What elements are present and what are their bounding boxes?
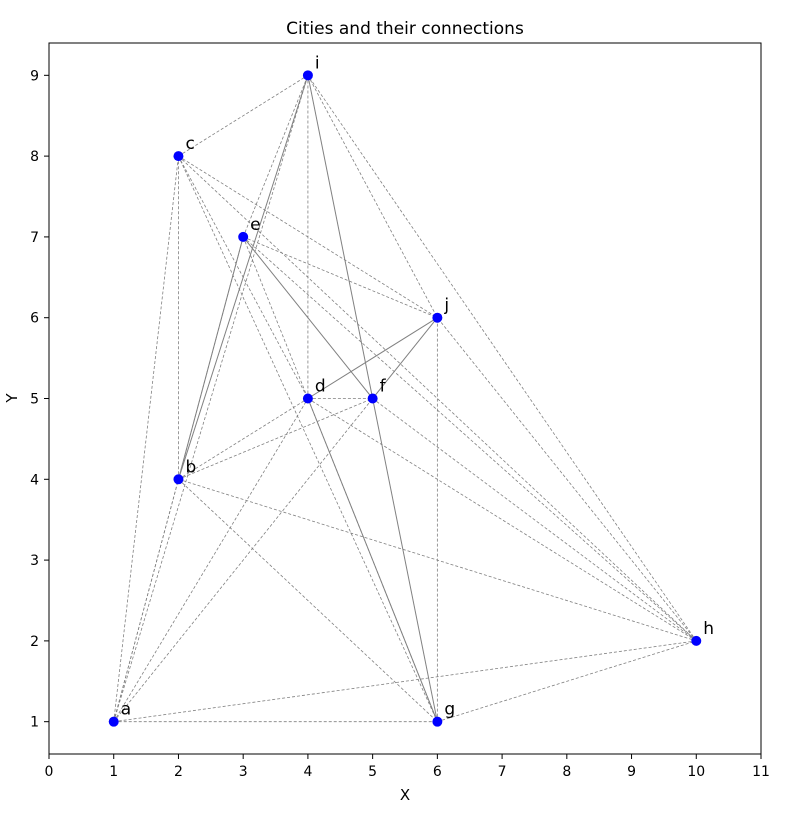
chart-title: Cities and their connections — [286, 19, 524, 39]
y-axis-ticks: 1 2 3 4 5 6 7 8 9 — [30, 68, 49, 731]
y-tick-label: 9 — [30, 68, 39, 84]
edge-b-d — [178, 398, 309, 480]
edge-a-i — [113, 75, 309, 722]
city-label-j: j — [443, 296, 449, 316]
x-tick-label: 5 — [368, 764, 377, 780]
edge-f-h — [372, 398, 697, 642]
city-point-b — [173, 474, 184, 485]
x-axis-label: X — [400, 786, 410, 804]
x-axis-ticks: 0 1 2 3 4 5 6 7 8 9 10 11 — [45, 754, 770, 780]
edge-c-i — [178, 74, 309, 157]
y-axis-label: Y — [3, 393, 21, 404]
edge-a-h — [113, 640, 697, 723]
edge-c-h — [178, 155, 697, 642]
edge-h-j — [437, 317, 697, 642]
x-tick-label: 7 — [498, 764, 507, 780]
city-point-g — [432, 716, 443, 727]
x-tick-label: 9 — [627, 764, 636, 780]
x-tick-label: 2 — [174, 764, 183, 780]
plot-frame — [48, 42, 762, 755]
x-tick-label: 4 — [303, 764, 312, 780]
x-tick-label: 11 — [752, 764, 770, 780]
city-point-e — [238, 231, 249, 242]
edge-b-i — [177, 75, 309, 480]
edge-d-h — [307, 398, 697, 642]
y-tick-label: 2 — [30, 634, 39, 650]
y-tick-label: 7 — [30, 230, 39, 246]
city-point-c — [173, 151, 184, 162]
edge-e-i — [242, 75, 309, 238]
y-tick-label: 4 — [30, 472, 39, 488]
city-label-e: e — [250, 215, 260, 235]
city-point-d — [302, 393, 313, 404]
city-label-c: c — [185, 134, 194, 154]
city-point-f — [367, 393, 378, 404]
edge-f-g — [372, 398, 438, 722]
edge-e-h — [242, 236, 697, 642]
edge-b-g — [178, 479, 438, 722]
edge-a-f — [113, 398, 373, 722]
y-tick-label: 8 — [30, 149, 39, 165]
city-point-i — [302, 70, 313, 81]
city-label-i: i — [315, 53, 320, 73]
city-point-h — [691, 635, 702, 646]
x-tick-label: 3 — [239, 764, 248, 780]
city-label-f: f — [380, 377, 387, 397]
y-tick-label: 6 — [30, 311, 39, 327]
city-label-b: b — [185, 457, 196, 477]
city-point-j — [432, 312, 443, 323]
city-label-g: g — [444, 700, 455, 720]
y-tick-label: 3 — [30, 553, 39, 569]
city-labels-layer: a b c d e f g h i j — [121, 53, 714, 719]
city-point-a — [108, 716, 119, 727]
x-tick-label: 6 — [433, 764, 442, 780]
edge-d-j — [307, 317, 438, 399]
edge-b-e — [177, 236, 244, 480]
edge-e-j — [243, 236, 438, 319]
y-tick-label: 1 — [30, 715, 39, 731]
edge-f-j — [372, 317, 438, 399]
edge-b-f — [178, 398, 373, 480]
edge-c-g — [178, 155, 438, 722]
x-tick-label: 8 — [562, 764, 571, 780]
edge-h-i — [307, 75, 697, 642]
points-layer — [108, 70, 702, 727]
city-label-d: d — [315, 377, 326, 397]
y-tick-label: 5 — [30, 392, 39, 408]
city-label-a: a — [121, 700, 131, 720]
x-tick-label: 1 — [109, 764, 118, 780]
edge-a-d — [113, 398, 309, 722]
x-tick-label: 10 — [687, 764, 705, 780]
edge-d-g — [307, 398, 438, 722]
x-tick-label: 0 — [45, 764, 54, 780]
edge-a-c — [113, 156, 179, 722]
edge-f-i — [307, 75, 374, 399]
edge-g-h — [437, 640, 697, 723]
edge-i-j — [307, 75, 438, 318]
city-label-h: h — [703, 619, 714, 639]
edges-layer — [113, 74, 697, 723]
